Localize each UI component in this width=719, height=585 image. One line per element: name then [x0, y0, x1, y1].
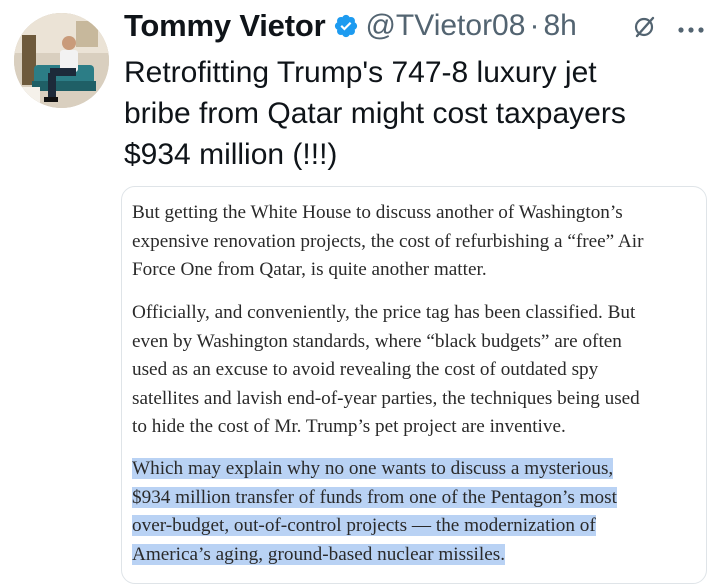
article-line: used as an excuse to avoid revealing the…	[132, 359, 599, 380]
more-options-icon[interactable]	[676, 22, 706, 33]
article-paragraph-1: But getting the White House to discuss a…	[132, 199, 643, 285]
quoted-article-image[interactable]: But getting the White House to discuss a…	[121, 186, 707, 584]
article-paragraph-2: Officially, and conveniently, the price …	[132, 299, 640, 442]
verified-badge-icon	[333, 13, 359, 39]
article-line: Force One from Qatar, is quite another m…	[132, 259, 487, 280]
article-line: satellites and lavish end-of-year partie…	[132, 387, 640, 409]
article-line: expensive renovation projects, the cost …	[132, 230, 644, 252]
author-avatar[interactable]	[14, 13, 109, 108]
article-line: to hide the cost of Mr. Trump’s pet proj…	[132, 416, 566, 437]
tweet-text-line: bribe from Qatar might cost taxpayers	[124, 97, 626, 130]
tweet-header: Tommy Vietor @TVietor08 · 8h	[124, 6, 577, 46]
tweet-text-line: $934 million (!!!)	[124, 138, 338, 171]
author-name[interactable]: Tommy Vietor	[124, 8, 326, 43]
article-paragraph-3-highlighted: Which may explain why no one wants to di…	[132, 455, 617, 569]
tweet-text: Retrofitting Trump's 747-8 luxury jet br…	[124, 52, 704, 175]
tweet-timestamp[interactable]: 8h	[543, 9, 577, 42]
article-line: even by Washington standards, where “bla…	[132, 330, 622, 352]
article-line: But getting the White House to discuss a…	[132, 202, 623, 223]
avatar-photo	[14, 13, 109, 108]
article-line: Officially, and conveniently, the price …	[132, 302, 636, 323]
highlighted-line: America’s aging, ground-based nuclear mi…	[132, 543, 505, 565]
grok-icon[interactable]	[633, 15, 657, 39]
highlighted-line: $934 million transfer of funds from one …	[132, 486, 617, 508]
author-handle[interactable]: @TVietor08	[365, 9, 526, 42]
highlighted-line: over-budget, out-of-control projects — t…	[132, 515, 596, 536]
tweet-text-line: Retrofitting Trump's 747-8 luxury jet	[124, 56, 597, 89]
highlighted-line: Which may explain why no one wants to di…	[132, 458, 614, 479]
header-separator: ·	[529, 9, 540, 42]
